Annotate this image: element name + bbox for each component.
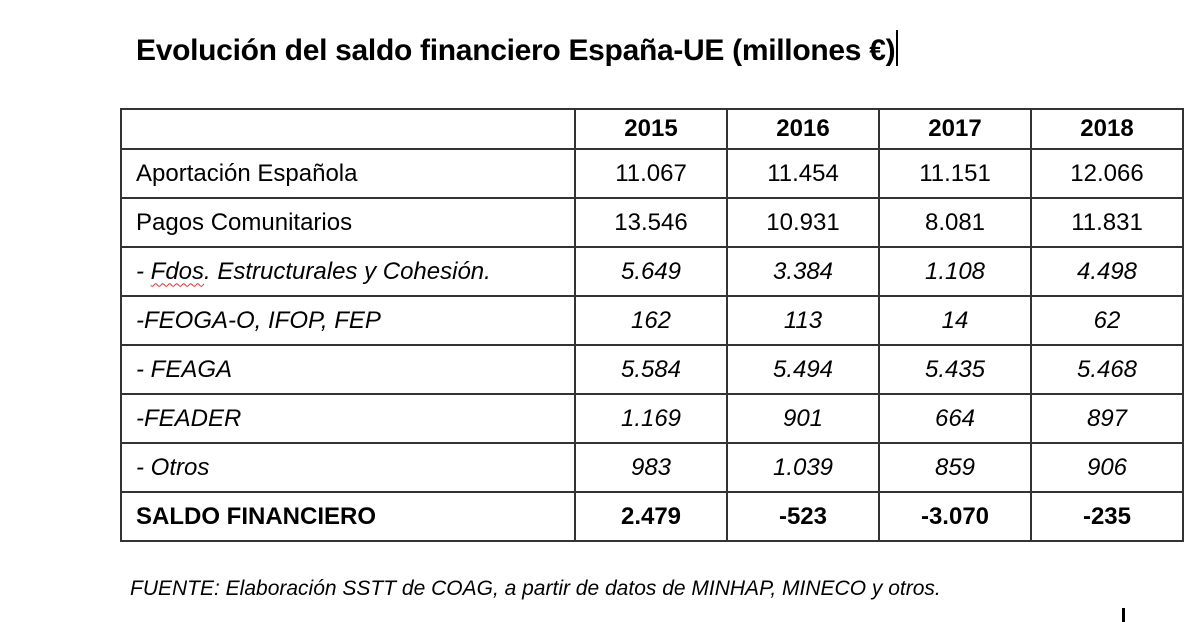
cell-2016: 3.384: [726, 246, 880, 297]
row-label: Aportación Española: [120, 148, 576, 199]
cell-2015: 5.649: [574, 246, 728, 297]
header-cell-2018: 2018: [1030, 108, 1184, 150]
table-row-otros: - Otros 983 1.039 859 906: [120, 442, 1184, 493]
row-label-prefix: -: [136, 257, 151, 285]
cell-2015: 13.546: [574, 197, 728, 248]
cell-2016: 1.039: [726, 442, 880, 493]
table-row-aportacion: Aportación Española 11.067 11.454 11.151…: [120, 148, 1184, 199]
cell-2015: 11.067: [574, 148, 728, 199]
cell-2017: -3.070: [878, 491, 1032, 542]
cell-2016: 901: [726, 393, 880, 444]
text-cursor: [896, 30, 899, 66]
cell-2018: 12.066: [1030, 148, 1184, 199]
document-title: Evolución del saldo financiero España-UE…: [136, 30, 899, 68]
cell-2015: 983: [574, 442, 728, 493]
row-label: - Fdos. Estructurales y Cohesión.: [120, 246, 576, 297]
cell-2018: 11.831: [1030, 197, 1184, 248]
cell-2018: 906: [1030, 442, 1184, 493]
header-cell-2016: 2016: [726, 108, 880, 150]
financial-balance-table: 2015 2016 2017 2018 Aportación Española …: [120, 108, 1184, 542]
text-cursor-mark: [1122, 608, 1125, 622]
cell-2017: 859: [878, 442, 1032, 493]
cell-2018: 5.468: [1030, 344, 1184, 395]
cell-2018: 4.498: [1030, 246, 1184, 297]
header-cell-2017: 2017: [878, 108, 1032, 150]
cell-2017: 11.151: [878, 148, 1032, 199]
table-row-fdos-estructurales: - Fdos. Estructurales y Cohesión. 5.649 …: [120, 246, 1184, 297]
cell-2015: 5.584: [574, 344, 728, 395]
title-text: Evolución del saldo financiero España-UE…: [136, 34, 896, 67]
row-label: SALDO FINANCIERO: [120, 491, 576, 542]
cell-2018: 897: [1030, 393, 1184, 444]
cell-2016: 5.494: [726, 344, 880, 395]
row-label: -FEOGA-O, IFOP, FEP: [120, 295, 576, 346]
cell-2017: 14: [878, 295, 1032, 346]
cell-2017: 1.108: [878, 246, 1032, 297]
cell-2016: 11.454: [726, 148, 880, 199]
cell-2018: -235: [1030, 491, 1184, 542]
cell-2015: 1.169: [574, 393, 728, 444]
cell-2017: 664: [878, 393, 1032, 444]
cell-2016: 113: [726, 295, 880, 346]
cell-2016: 10.931: [726, 197, 880, 248]
row-label: Pagos Comunitarios: [120, 197, 576, 248]
cell-2015: 2.479: [574, 491, 728, 542]
cell-2016: -523: [726, 491, 880, 542]
table-row-feaga: - FEAGA 5.584 5.494 5.435 5.468: [120, 344, 1184, 395]
header-cell-2015: 2015: [574, 108, 728, 150]
row-label-rest: . Estructurales y Cohesión.: [204, 257, 491, 285]
cell-2017: 5.435: [878, 344, 1032, 395]
row-label: -FEADER: [120, 393, 576, 444]
header-cell-empty: [120, 108, 576, 150]
table-header-row: 2015 2016 2017 2018: [120, 108, 1184, 150]
table-row-saldo-financiero: SALDO FINANCIERO 2.479 -523 -3.070 -235: [120, 491, 1184, 542]
table-row-pagos: Pagos Comunitarios 13.546 10.931 8.081 1…: [120, 197, 1184, 248]
row-label: - FEAGA: [120, 344, 576, 395]
cell-2015: 162: [574, 295, 728, 346]
row-label: - Otros: [120, 442, 576, 493]
spellcheck-word: Fdos: [150, 257, 205, 285]
table-row-feader: -FEADER 1.169 901 664 897: [120, 393, 1184, 444]
source-note: FUENTE: Elaboración SSTT de COAG, a part…: [130, 577, 941, 600]
cell-2018: 62: [1030, 295, 1184, 346]
cell-2017: 8.081: [878, 197, 1032, 248]
table-row-feoga: -FEOGA-O, IFOP, FEP 162 113 14 62: [120, 295, 1184, 346]
